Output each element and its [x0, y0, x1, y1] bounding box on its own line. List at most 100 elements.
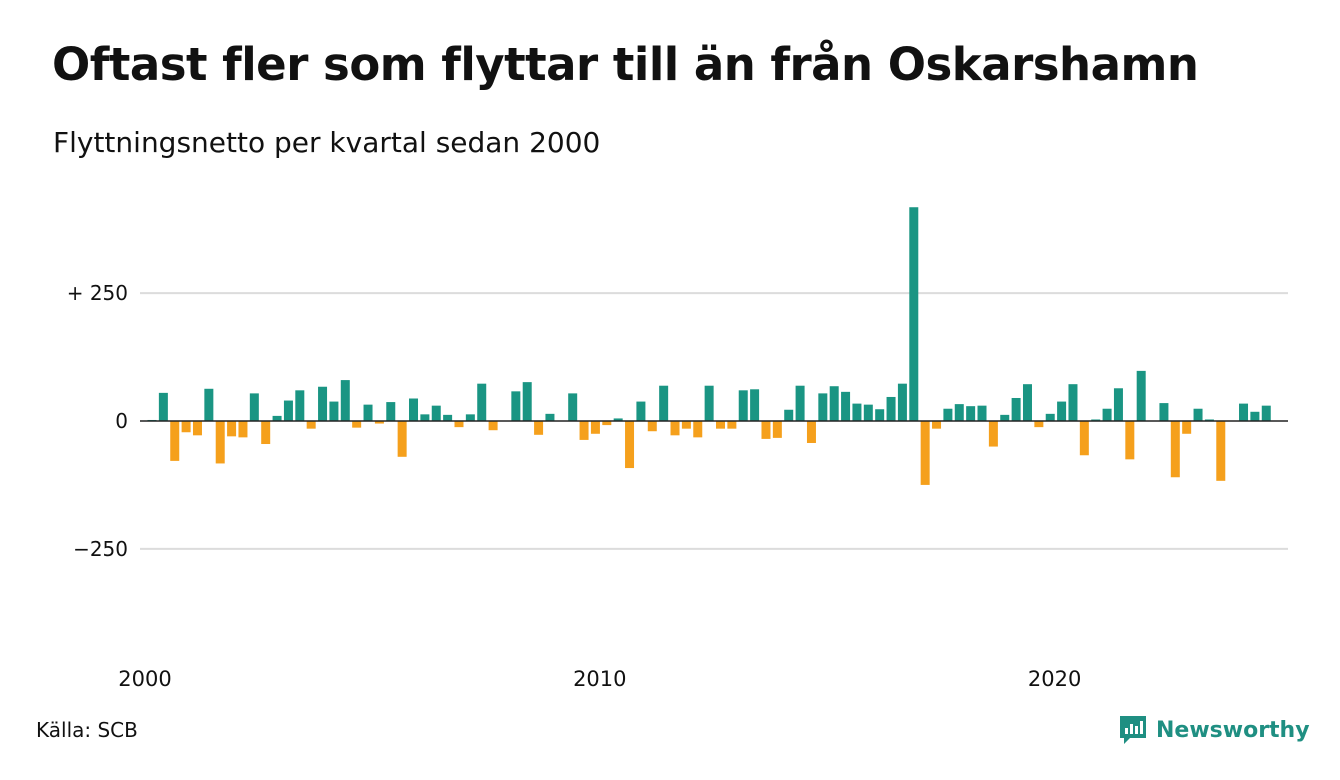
bar: [920, 421, 930, 485]
bar: [1057, 401, 1067, 421]
bar: [954, 404, 964, 421]
bar: [670, 421, 680, 436]
bar: [681, 421, 691, 429]
bar: [1091, 419, 1101, 421]
bar: [863, 404, 873, 421]
bar: [818, 393, 828, 421]
bar: [1250, 411, 1260, 421]
bar: [352, 421, 362, 428]
bar: [613, 418, 623, 421]
bar: [1102, 408, 1112, 421]
bar: [534, 421, 544, 435]
bar: [1034, 421, 1044, 428]
bar: [829, 386, 839, 421]
bar: [204, 388, 214, 421]
bar: [238, 421, 248, 438]
chart-subtitle: Flyttningsnetto per kvartal sedan 2000: [53, 126, 601, 159]
y-tick-label: 0: [115, 409, 128, 433]
bar: [192, 421, 202, 436]
source-note: Källa: SCB: [36, 718, 138, 742]
bar: [727, 421, 737, 429]
bar: [340, 380, 350, 421]
bar: [750, 389, 760, 421]
bar: [170, 421, 180, 461]
bar: [852, 403, 862, 421]
bar: [545, 413, 555, 421]
bar: [1193, 408, 1203, 421]
bar: [306, 421, 316, 429]
bar: [363, 404, 373, 421]
bar: [590, 421, 600, 434]
bar: [409, 398, 419, 421]
bar: [1170, 421, 1180, 478]
chart-title: Oftast fler som flyttar till än från Osk…: [52, 38, 1199, 91]
bar: [1079, 421, 1089, 456]
bar: [909, 207, 919, 421]
bar: [1261, 405, 1271, 421]
y-tick-label: −250: [73, 537, 128, 561]
bar: [261, 421, 271, 445]
bar: [1182, 421, 1192, 434]
bar: [158, 392, 168, 421]
bar: [420, 414, 430, 421]
bar: [897, 383, 907, 421]
newsworthy-logo-icon: [1120, 716, 1146, 744]
bar: [522, 382, 532, 421]
bar: [886, 396, 896, 421]
bar: [659, 385, 669, 421]
bar: [1045, 413, 1055, 421]
bar: [784, 409, 794, 421]
bar: [1216, 421, 1226, 481]
bar: [374, 421, 384, 424]
bar: [772, 421, 782, 438]
bar: [329, 401, 339, 421]
bar: [841, 391, 851, 421]
bar: [1011, 397, 1021, 421]
bar: [227, 421, 237, 437]
bar: [488, 421, 498, 431]
bar: [716, 421, 725, 429]
bar: [1068, 384, 1078, 421]
bar: [431, 405, 441, 421]
bar: [1000, 414, 1010, 421]
bar: [295, 390, 305, 421]
bar: [477, 383, 487, 421]
bar: [215, 421, 225, 464]
bar: [704, 385, 714, 421]
bar: [647, 421, 657, 432]
bar: [932, 421, 942, 429]
bar-chart: + 250 0 −250 2000 2010 2020: [67, 207, 1288, 691]
bar: [1204, 419, 1214, 421]
bar: [568, 393, 578, 421]
bar: [738, 390, 748, 421]
y-tick-label: + 250: [67, 281, 128, 305]
bar: [579, 421, 589, 440]
bar: [397, 421, 407, 457]
bar: [283, 400, 293, 421]
bar: [761, 421, 771, 439]
bar: [318, 386, 328, 421]
brand-name: Newsworthy: [1156, 717, 1310, 743]
bar: [636, 401, 646, 421]
bar: [443, 414, 453, 421]
bar: [1159, 403, 1169, 421]
bar: [1113, 388, 1123, 421]
bar: [988, 421, 998, 447]
bar: [806, 421, 816, 443]
x-tick-label: 2000: [118, 667, 171, 691]
bar: [795, 385, 805, 421]
x-tick-label: 2010: [573, 667, 626, 691]
newsworthy-logo: Newsworthy: [1118, 714, 1310, 746]
x-tick-label: 2020: [1028, 667, 1081, 691]
bar: [693, 421, 703, 438]
bar: [386, 402, 396, 421]
bar: [966, 406, 976, 421]
bar: [181, 421, 191, 433]
bar: [1136, 370, 1146, 421]
bar: [1239, 403, 1249, 421]
bar: [249, 393, 259, 421]
bar: [875, 409, 885, 421]
bar: [602, 421, 612, 426]
bar: [625, 421, 635, 469]
bar: [1022, 384, 1032, 421]
